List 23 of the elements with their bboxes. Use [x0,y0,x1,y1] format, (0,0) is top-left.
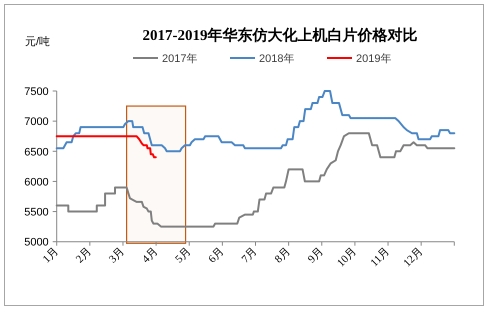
chart-title: 2017-2019年华东仿大化上机白片价格对比 [142,26,418,44]
x-tick-label: 11月 [368,245,392,270]
x-tick-label: 4月 [140,245,160,266]
y-tick-label: 7500 [24,86,49,98]
legend-label: 2019年 [356,53,392,65]
y-tick-label: 7000 [24,116,49,128]
x-tick-label: 10月 [334,245,360,270]
x-tick-label: 6月 [206,245,226,266]
legend-label: 2017年 [162,53,198,65]
y-tick-label: 6500 [24,146,49,158]
line-series [56,90,456,152]
x-tick-label: 12月 [401,245,426,270]
legend-label: 2018年 [259,53,294,65]
x-tick-label: 2月 [74,245,94,266]
y-axis-title: 元/吨 [25,35,50,48]
x-tick-label: 9月 [306,245,326,266]
y-tick-label: 5500 [24,206,49,219]
x-tick-label: 7月 [239,245,260,266]
x-tick-label: 3月 [106,245,128,266]
y-tick-label: 6000 [24,176,49,188]
x-tick-label: 8月 [272,245,293,266]
line-series [56,135,157,158]
x-tick-label: 5月 [173,245,194,266]
